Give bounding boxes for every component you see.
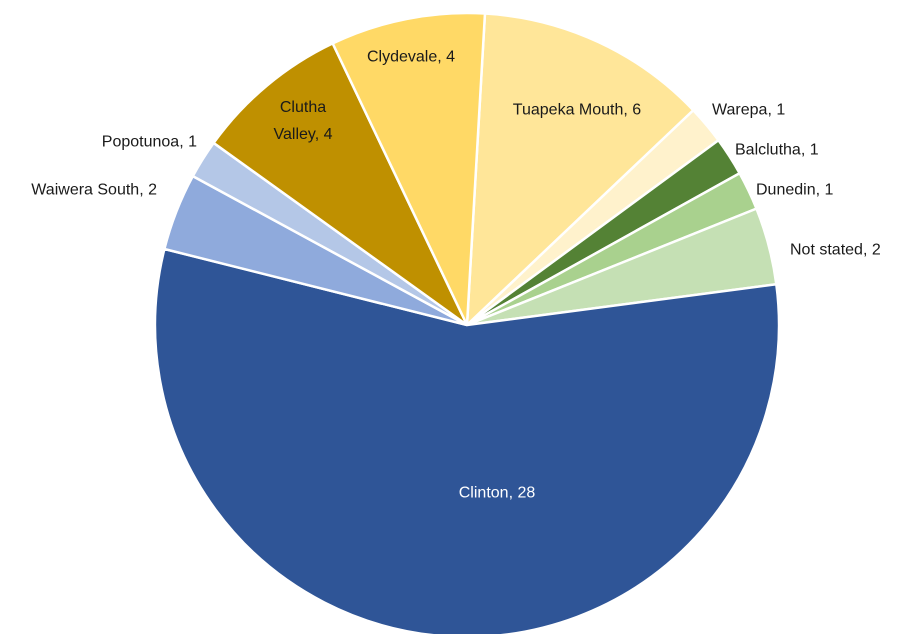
label-value: 2 [148, 181, 157, 199]
data-label: Not stated, 2 [790, 241, 881, 259]
data-label: Clinton, 28 [458, 484, 536, 502]
data-label: Warepa, 1 [712, 101, 786, 119]
label-category: Not stated [790, 241, 863, 259]
label-value: 28 [517, 484, 536, 502]
data-label: Clutha Valley, 4 [273, 99, 333, 143]
label-value: 6 [632, 101, 642, 119]
label-category: Clinton [458, 484, 509, 502]
label-category: Clutha Valley [273, 99, 327, 143]
label-category: Tuapeka Mouth [512, 101, 624, 119]
label-category: Dunedin [756, 181, 816, 199]
pie-slice [211, 41, 469, 327]
data-label: Dunedin, 1 [756, 181, 834, 199]
label-value: 4 [323, 126, 333, 143]
pie-slice [465, 12, 696, 329]
label-category: Warepa [712, 101, 768, 119]
label-category: Clydevale [366, 48, 438, 66]
label-value: 1 [188, 133, 197, 151]
label-value: 2 [871, 241, 881, 259]
label-value: 1 [809, 141, 819, 159]
data-label: Tuapeka Mouth, 6 [512, 101, 642, 119]
data-label: Balclutha, 1 [735, 141, 819, 159]
label-value: 1 [776, 101, 786, 119]
label-category: Popotunoa [101, 133, 180, 151]
data-label: Popotunoa, 1 [101, 133, 197, 151]
label-category: Waiwera South [31, 181, 140, 199]
label-value: 4 [446, 48, 456, 66]
data-label: Clydevale, 4 [366, 48, 456, 66]
pie-slice [153, 247, 781, 634]
data-label: Waiwera South, 2 [31, 181, 157, 199]
pie-slice [331, 11, 487, 326]
label-value: 1 [824, 181, 834, 199]
label-category: Balclutha [735, 141, 801, 159]
